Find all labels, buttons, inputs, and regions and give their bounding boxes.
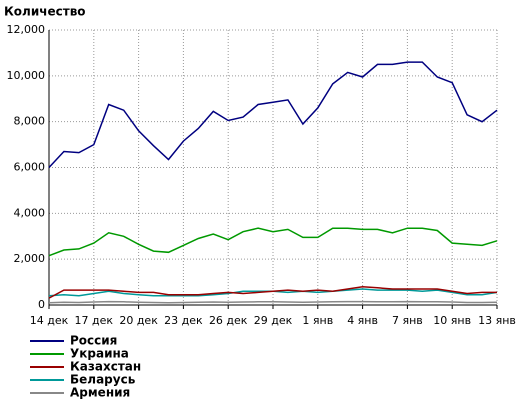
legend-text: Казахстан bbox=[70, 360, 141, 374]
legend-text: Украина bbox=[70, 347, 129, 361]
x-tick-label: 4 янв bbox=[347, 314, 378, 327]
x-tick-label: 20 дек bbox=[119, 314, 158, 327]
x-tick-label: 1 янв bbox=[302, 314, 333, 327]
legend-text: Беларусь bbox=[70, 373, 136, 387]
x-tick-label: 13 янв bbox=[478, 314, 516, 327]
x-tick-label: 29 дек bbox=[254, 314, 293, 327]
legend-text: Армения bbox=[70, 386, 130, 400]
series-line bbox=[48, 61, 498, 169]
x-tick-label: 17 дек bbox=[75, 314, 114, 327]
legend-text: Россия bbox=[70, 334, 117, 348]
x-tick-label: 23 дек bbox=[164, 314, 203, 327]
y-tick-label: 4,000 bbox=[14, 206, 46, 219]
x-tick-label: 7 янв bbox=[392, 314, 423, 327]
y-tick-label: 0 bbox=[38, 298, 45, 311]
chart-title: Количество bbox=[4, 5, 86, 19]
y-tick-label: 10,000 bbox=[7, 69, 46, 82]
y-tick-label: 6,000 bbox=[14, 161, 46, 174]
x-tick-label: 14 дек bbox=[30, 314, 69, 327]
series-line bbox=[48, 285, 497, 299]
y-tick-label: 8,000 bbox=[14, 115, 46, 128]
y-tick-label: 12,000 bbox=[7, 23, 46, 36]
series-line bbox=[48, 227, 498, 257]
y-tick-label: 2,000 bbox=[14, 252, 46, 265]
x-tick-label: 26 дек bbox=[209, 314, 248, 327]
x-tick-label: 10 янв bbox=[433, 314, 471, 327]
series-line bbox=[48, 300, 498, 304]
